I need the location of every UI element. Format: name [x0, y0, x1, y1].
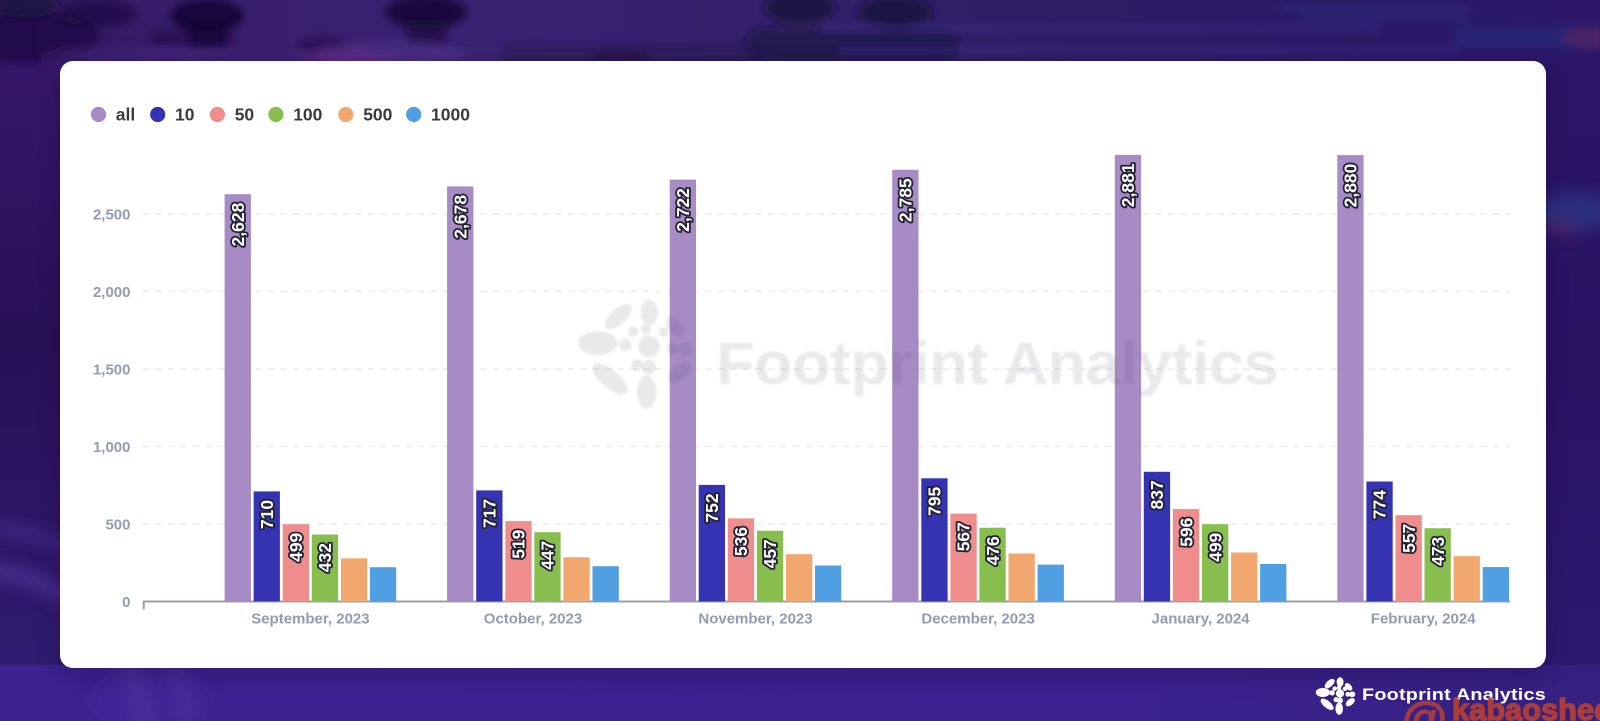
- svg-text:January, 2024: January, 2024: [1152, 611, 1251, 628]
- svg-text:557: 557: [1399, 524, 1419, 553]
- svg-text:774: 774: [1370, 490, 1390, 519]
- svg-text:Footprint Analytics: Footprint Analytics: [716, 330, 1278, 397]
- svg-text:519: 519: [509, 529, 529, 558]
- svg-text:1,000: 1,000: [93, 439, 131, 456]
- svg-text:500: 500: [105, 516, 130, 533]
- svg-text:476: 476: [983, 536, 1003, 565]
- svg-text:2,881: 2,881: [1118, 163, 1138, 207]
- svg-text:536: 536: [731, 527, 751, 556]
- svg-text:2,500: 2,500: [93, 206, 131, 223]
- svg-text:February, 2024: February, 2024: [1371, 611, 1476, 628]
- svg-text:717: 717: [480, 499, 500, 528]
- svg-text:1,500: 1,500: [93, 361, 131, 378]
- svg-text:kabaoshequ: kabaoshequ: [1452, 693, 1600, 721]
- svg-text:2,722: 2,722: [673, 188, 693, 232]
- svg-text:500: 500: [363, 105, 392, 125]
- svg-text:October, 2023: October, 2023: [484, 611, 582, 628]
- svg-text:1000: 1000: [431, 105, 470, 125]
- svg-text:596: 596: [1176, 517, 1196, 546]
- svg-text:499: 499: [286, 532, 306, 561]
- svg-text:10: 10: [175, 105, 195, 125]
- svg-text:2,678: 2,678: [451, 195, 471, 239]
- svg-text:752: 752: [702, 493, 722, 522]
- svg-text:710: 710: [257, 500, 277, 529]
- svg-text:473: 473: [1428, 536, 1448, 565]
- svg-text:@: @: [1402, 692, 1447, 721]
- svg-text:Footprint Analytics: Footprint Analytics: [1362, 685, 1546, 704]
- svg-text:499: 499: [1205, 532, 1225, 561]
- svg-text:447: 447: [538, 541, 558, 570]
- svg-text:0: 0: [122, 594, 130, 611]
- svg-text:457: 457: [760, 539, 780, 568]
- svg-text:2,785: 2,785: [896, 178, 916, 222]
- svg-text:837: 837: [1147, 480, 1167, 509]
- svg-text:all: all: [116, 105, 135, 125]
- svg-text:50: 50: [235, 105, 255, 125]
- svg-text:100: 100: [293, 105, 322, 125]
- svg-text:November, 2023: November, 2023: [698, 611, 812, 628]
- svg-text:2,000: 2,000: [93, 284, 131, 301]
- svg-text:432: 432: [315, 543, 335, 572]
- svg-text:567: 567: [954, 522, 974, 551]
- svg-text:December, 2023: December, 2023: [921, 611, 1034, 628]
- svg-text:2,628: 2,628: [228, 202, 248, 246]
- svg-text:September, 2023: September, 2023: [251, 611, 369, 628]
- svg-text:2,880: 2,880: [1341, 163, 1361, 207]
- svg-text:795: 795: [925, 487, 945, 516]
